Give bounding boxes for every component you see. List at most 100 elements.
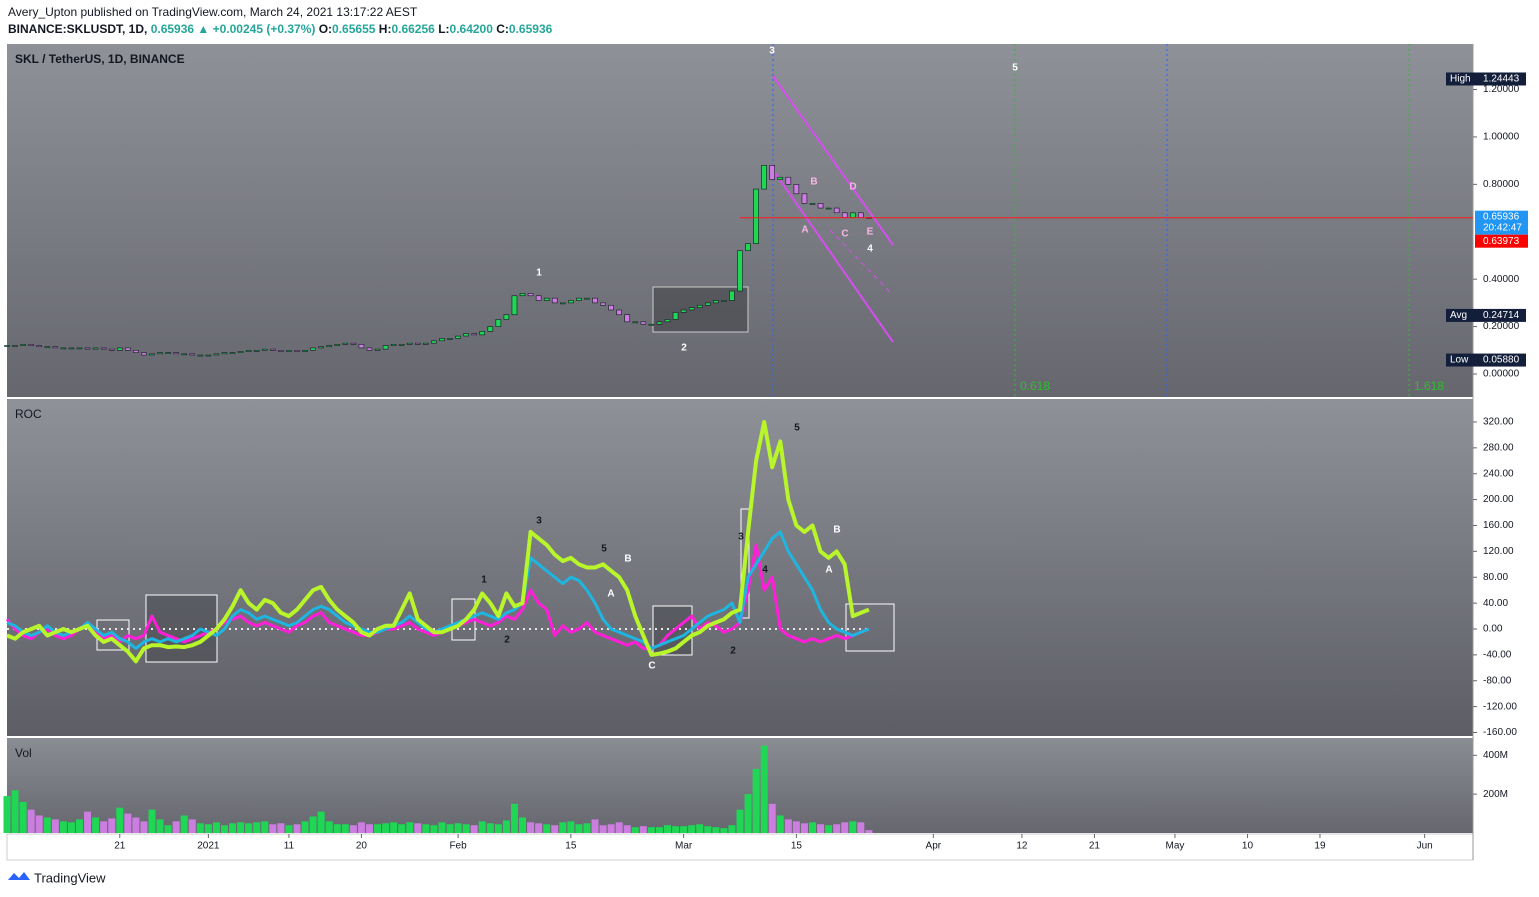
vol-bar [494, 824, 502, 833]
candle [785, 176, 792, 185]
wave-label: A [607, 589, 614, 600]
y-tick-label: 400M [1483, 750, 1508, 761]
y-tick-label: 320.00 [1483, 417, 1514, 428]
vol-bar [454, 823, 462, 833]
vol-bar [212, 822, 220, 833]
vol-bar [768, 803, 776, 833]
stat-tag [1446, 353, 1526, 367]
low: 0.64200 [450, 22, 494, 36]
vol-bar [398, 824, 406, 833]
vol-bar [196, 823, 204, 833]
wave-label: 2 [681, 343, 687, 354]
y-tick-label: 0.40000 [1483, 274, 1520, 285]
x-tick-label: 15 [791, 841, 803, 852]
symbol: BINANCE:SKLUSDT, 1D, [8, 22, 147, 36]
y-tick-label: 0.20000 [1483, 321, 1520, 332]
pane-title: ROC [15, 407, 42, 421]
vol-bar [19, 801, 27, 833]
y-tick-label: 240.00 [1483, 468, 1514, 479]
vol-bar [414, 823, 422, 833]
vol-bar [301, 821, 309, 833]
x-tick-label: Feb [449, 841, 467, 852]
vol-bar [744, 794, 752, 833]
wave-label: 1 [481, 575, 487, 586]
wave-label: 3 [738, 532, 744, 543]
stat-value: 1.24443 [1483, 74, 1520, 85]
candle [326, 345, 332, 348]
candle [108, 348, 115, 351]
y-tick-label: -40.00 [1483, 650, 1512, 661]
vol-bar [148, 809, 156, 833]
last-price-tag [1475, 210, 1528, 235]
wave-label: 3 [536, 516, 542, 527]
vol-bar [631, 827, 639, 833]
vol-bar [188, 819, 196, 833]
candle [503, 314, 510, 320]
vol-bar [406, 822, 414, 833]
vol-bar [92, 817, 100, 833]
candle [680, 309, 687, 313]
vol-bar [237, 822, 245, 833]
vol-bar [333, 824, 341, 833]
vol-bar [808, 822, 816, 833]
wave-label: 2 [504, 635, 510, 646]
wave-label: B [624, 554, 631, 565]
candle [858, 212, 864, 218]
candle [133, 349, 139, 353]
wave-label: E [867, 227, 874, 238]
candle [310, 347, 316, 351]
wave-label: 1 [536, 268, 542, 279]
candle [253, 349, 260, 352]
published-line: Avery_Upton published on TradingView.com… [8, 5, 418, 19]
candle [801, 193, 808, 204]
vol-bar [317, 811, 325, 833]
candle [664, 319, 671, 323]
vol-bar [11, 790, 19, 833]
o-label: O: [319, 22, 332, 36]
vol-bar [180, 815, 188, 833]
candle [431, 340, 437, 344]
vol-bar [696, 824, 704, 833]
candle [149, 353, 155, 356]
vol-bar [349, 825, 357, 833]
vol-bar [446, 824, 454, 833]
candle [608, 304, 614, 311]
candle [753, 188, 759, 244]
y-tick-label: 160.00 [1483, 520, 1514, 531]
candle [173, 352, 179, 355]
vol-bar [519, 817, 527, 833]
candle [463, 333, 469, 337]
vol-bar [535, 823, 543, 833]
vol-bar [75, 819, 83, 833]
candle [141, 352, 147, 356]
candle [519, 293, 526, 297]
y-tick-label: 280.00 [1483, 442, 1514, 453]
roc-line [6, 420, 870, 664]
time-axis [6, 833, 1474, 861]
c-label: C: [496, 22, 509, 36]
x-tick-label: 15 [565, 841, 577, 852]
vol-bar [825, 825, 833, 833]
wave-label: 4 [762, 565, 768, 576]
candle [704, 302, 711, 306]
candle [318, 346, 324, 349]
candle [237, 351, 244, 353]
vol-bar [486, 823, 494, 833]
candle [302, 349, 308, 352]
vol-bar [365, 824, 373, 833]
vol-bar [865, 830, 873, 833]
stat-value: 0.05880 [1483, 355, 1520, 366]
wave-label: B [833, 525, 840, 536]
vol-bar [800, 823, 808, 833]
candle [366, 347, 373, 351]
vol-bar [551, 825, 559, 833]
vol-bar [478, 821, 486, 833]
fib-label: 1.618 [1414, 379, 1444, 393]
candle [455, 335, 461, 339]
candle [471, 333, 477, 336]
box [845, 603, 895, 652]
vol-bar [108, 818, 116, 833]
brand: TradingView [34, 870, 106, 885]
vol-bar [84, 811, 92, 833]
vol-bar [833, 824, 841, 833]
